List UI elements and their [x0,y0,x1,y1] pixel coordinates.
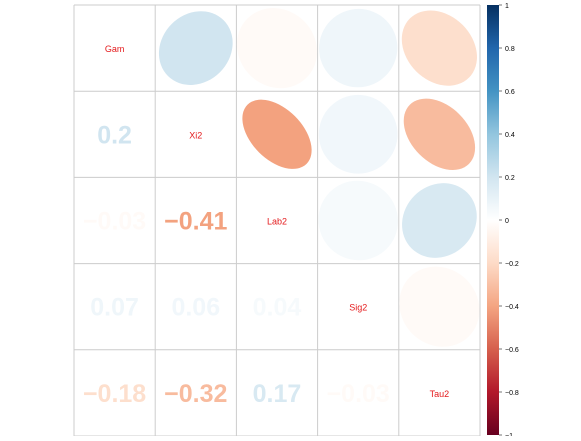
correlation-ellipse-lab2-sig2 [318,180,398,261]
correlation-ellipse-sig2-tau2 [399,266,480,347]
correlation-value-label: 0.06 [171,294,220,322]
correlation-value-label: 0.17 [253,380,302,408]
matrix-marks: Gam Xi2 Lab2 Sig2 Tau2 0.2 −0.03 −0.41 0.07 0.06 0… [83,8,480,408]
colorbar-tick-label: 0.2 [505,175,515,182]
colorbar: 10.80.60.40.20−0.2−0.4−0.6−0.8−1 [487,3,519,440]
colorbar-tick-label: 0 [505,218,509,225]
correlation-ellipse-gam-lab2 [236,8,318,89]
correlation-ellipse-lab2-tau2 [402,183,477,258]
colorbar-tick-label: 0.4 [505,132,515,139]
variable-label-sig2: Sig2 [349,303,367,313]
colorbar-tick-label: −0.8 [505,390,519,397]
correlation-ellipse-xi2-lab2 [242,99,312,169]
colorbar-tick-label: 0.8 [505,46,515,53]
correlation-ellipse-gam-xi2 [158,11,233,85]
colorbar-tick-label: 0.6 [505,89,515,96]
correlation-value-label: 0.04 [253,294,302,322]
colorbar-tick-label: −0.2 [505,261,519,268]
correlation-value-label: −0.41 [164,208,227,236]
correlation-value-label: 0.2 [97,121,132,149]
correlation-value-label: −0.03 [327,380,390,408]
correlation-ellipse-xi2-tau2 [403,98,476,170]
colorbar-tick-label: 1 [505,3,509,10]
variable-label-gam: Gam [105,44,125,54]
correlation-value-label: −0.32 [164,380,227,408]
colorbar-tick-label: −0.4 [505,304,519,311]
variable-label-xi2: Xi2 [189,130,202,140]
colorbar-tick-label: −0.6 [505,347,519,354]
correlation-value-label: 0.07 [90,294,139,322]
correlation-ellipse-gam-tau2 [401,10,477,86]
correlation-ellipse-gam-sig2 [319,8,398,88]
colorbar-gradient [487,5,499,435]
variable-label-tau2: Tau2 [430,389,450,399]
correlation-value-label: −0.03 [83,208,146,236]
correlation-ellipse-xi2-sig2 [318,94,398,174]
correlation-value-label: −0.18 [83,380,146,408]
variable-label-lab2: Lab2 [267,217,287,227]
